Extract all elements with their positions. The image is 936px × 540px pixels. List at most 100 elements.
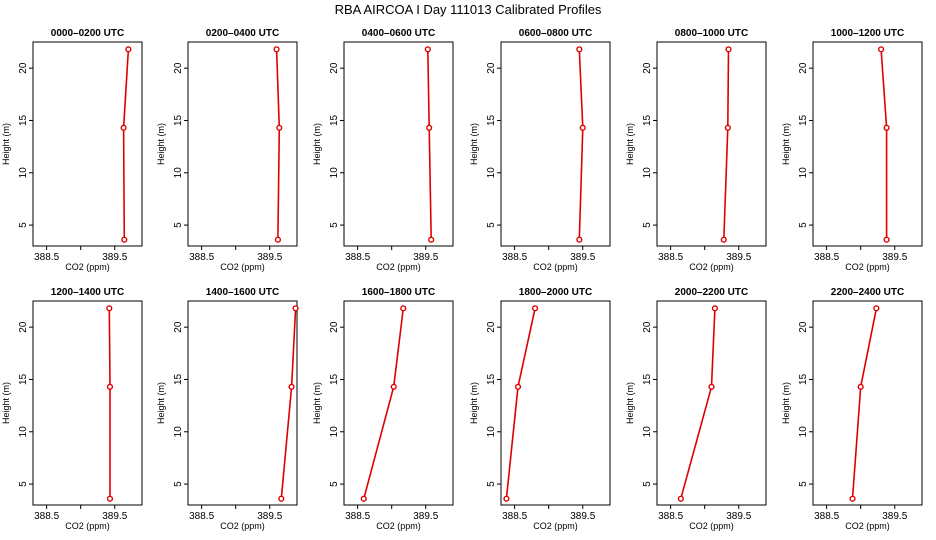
data-point [576, 236, 583, 243]
x-tick-label: 388.5 [189, 252, 214, 263]
y-tick-label: 20 [173, 62, 184, 74]
panel-7: 1200–1400 UTC 388.5 389.5 5 10 15 20 CO2 (ppm) H… [1, 287, 143, 531]
x-axis-label: CO2 (ppm) [845, 521, 890, 531]
panel-title: 0600–0800 UTC [519, 28, 592, 39]
panel-title: 1000–1200 UTC [831, 28, 904, 39]
plot-frame [32, 41, 143, 247]
y-axis-label: Height (m) [312, 123, 322, 165]
x-tick-label: 389.5 [882, 252, 907, 263]
data-point [428, 236, 435, 243]
profile-line [363, 308, 405, 499]
profile-line [505, 308, 536, 499]
data-point [531, 305, 539, 312]
panel-6: 1000–1200 UTC 388.5 389.5 5 10 15 20 CO2 (ppm) H… [781, 28, 923, 272]
y-axis-label: Height (m) [625, 123, 635, 165]
x-tick-label: 389.5 [102, 252, 127, 263]
profile-line [851, 308, 878, 499]
data-point [278, 495, 285, 502]
y-tick-label: 20 [173, 321, 184, 333]
x-axis-label: CO2 (ppm) [533, 262, 578, 272]
y-tick-label: 10 [18, 426, 29, 438]
plot-frame [500, 300, 611, 506]
panel-title: 0400–0600 UTC [362, 28, 435, 39]
panel-title: 0000–0200 UTC [51, 28, 124, 39]
panel-title: 2200–2400 UTC [831, 287, 904, 298]
panel-9: 1600–1800 UTC 388.5 389.5 5 10 15 20 CO2 (ppm) H… [312, 287, 454, 531]
plot-frame [812, 41, 923, 247]
y-tick-label: 15 [798, 114, 809, 126]
y-tick-label: 5 [329, 481, 340, 487]
data-point [400, 305, 407, 312]
x-tick-label: 389.5 [257, 511, 282, 522]
y-tick-label: 20 [798, 62, 809, 74]
x-axis-label: CO2 (ppm) [65, 521, 110, 531]
plot-frame [343, 41, 454, 247]
panel-3: 0400–0600 UTC 388.5 389.5 5 10 15 20 CO2 (ppm) H… [312, 28, 454, 272]
panel-title: 1400–1600 UTC [206, 287, 279, 298]
data-point [390, 383, 397, 390]
y-tick-label: 15 [798, 373, 809, 385]
y-tick-label: 20 [798, 321, 809, 333]
y-tick-label: 15 [486, 114, 497, 126]
panel-title: 0200–0400 UTC [206, 28, 279, 39]
y-axis-label: Height (m) [469, 123, 479, 165]
data-point [106, 495, 114, 502]
x-tick-label: 389.5 [726, 252, 751, 263]
y-tick-label: 20 [642, 62, 653, 74]
panel-10: 1800–2000 UTC 388.5 389.5 5 10 15 20 CO2 (ppm) H… [469, 287, 611, 531]
plot-frame [656, 300, 767, 506]
data-point [873, 305, 880, 312]
x-axis-label: CO2 (ppm) [220, 521, 265, 531]
x-axis-label: CO2 (ppm) [845, 262, 890, 272]
plot-frame [500, 41, 611, 247]
x-tick-label: 389.5 [882, 511, 907, 522]
y-axis-label: Height (m) [469, 382, 479, 424]
x-tick-label: 388.5 [658, 252, 683, 263]
y-tick-label: 5 [798, 222, 809, 228]
y-tick-label: 10 [798, 167, 809, 179]
profile-line [578, 49, 584, 240]
data-point [503, 495, 510, 502]
x-tick-label: 388.5 [345, 511, 370, 522]
panel-grid: 0000–0200 UTC 388.5 389.5 5 10 15 20 CO2 (ppm) H… [1, 28, 923, 531]
data-point [720, 236, 727, 243]
data-point [724, 124, 731, 131]
plot-frame [32, 300, 143, 506]
data-point [288, 383, 295, 390]
data-point [725, 46, 732, 53]
y-tick-label: 20 [329, 62, 340, 74]
panel-title: 1600–1800 UTC [362, 287, 435, 298]
data-point [276, 124, 283, 131]
data-point [514, 383, 522, 390]
x-tick-label: 389.5 [413, 252, 438, 263]
y-axis-label: Height (m) [1, 123, 11, 165]
panel-8: 1400–1600 UTC 388.5 389.5 5 10 15 20 CO2 (ppm) H… [156, 287, 299, 531]
figure-title: RBA AIRCOA I Day 111013 Calibrated Profi… [335, 2, 602, 17]
x-tick-label: 388.5 [34, 252, 59, 263]
data-point [579, 124, 586, 131]
plot-frame [187, 300, 298, 506]
y-tick-label: 10 [486, 426, 497, 438]
y-tick-label: 5 [173, 481, 184, 487]
plot-frame [343, 300, 454, 506]
x-tick-label: 389.5 [102, 511, 127, 522]
y-tick-label: 15 [18, 373, 29, 385]
y-tick-label: 15 [329, 114, 340, 126]
profile-line [427, 49, 432, 240]
y-tick-label: 10 [173, 167, 184, 179]
data-point [857, 383, 864, 390]
panel-title: 2000–2200 UTC [675, 287, 748, 298]
y-tick-label: 15 [642, 114, 653, 126]
x-tick-label: 388.5 [189, 511, 214, 522]
panel-title: 1200–1400 UTC [51, 287, 124, 298]
y-axis-label: Height (m) [781, 382, 791, 424]
y-tick-label: 5 [18, 481, 29, 487]
y-tick-label: 10 [173, 426, 184, 438]
profile-line [280, 308, 297, 499]
y-tick-label: 20 [486, 62, 497, 74]
y-tick-label: 15 [173, 114, 184, 126]
x-tick-label: 388.5 [658, 511, 683, 522]
plot-frame [187, 41, 298, 247]
y-tick-label: 15 [329, 373, 340, 385]
